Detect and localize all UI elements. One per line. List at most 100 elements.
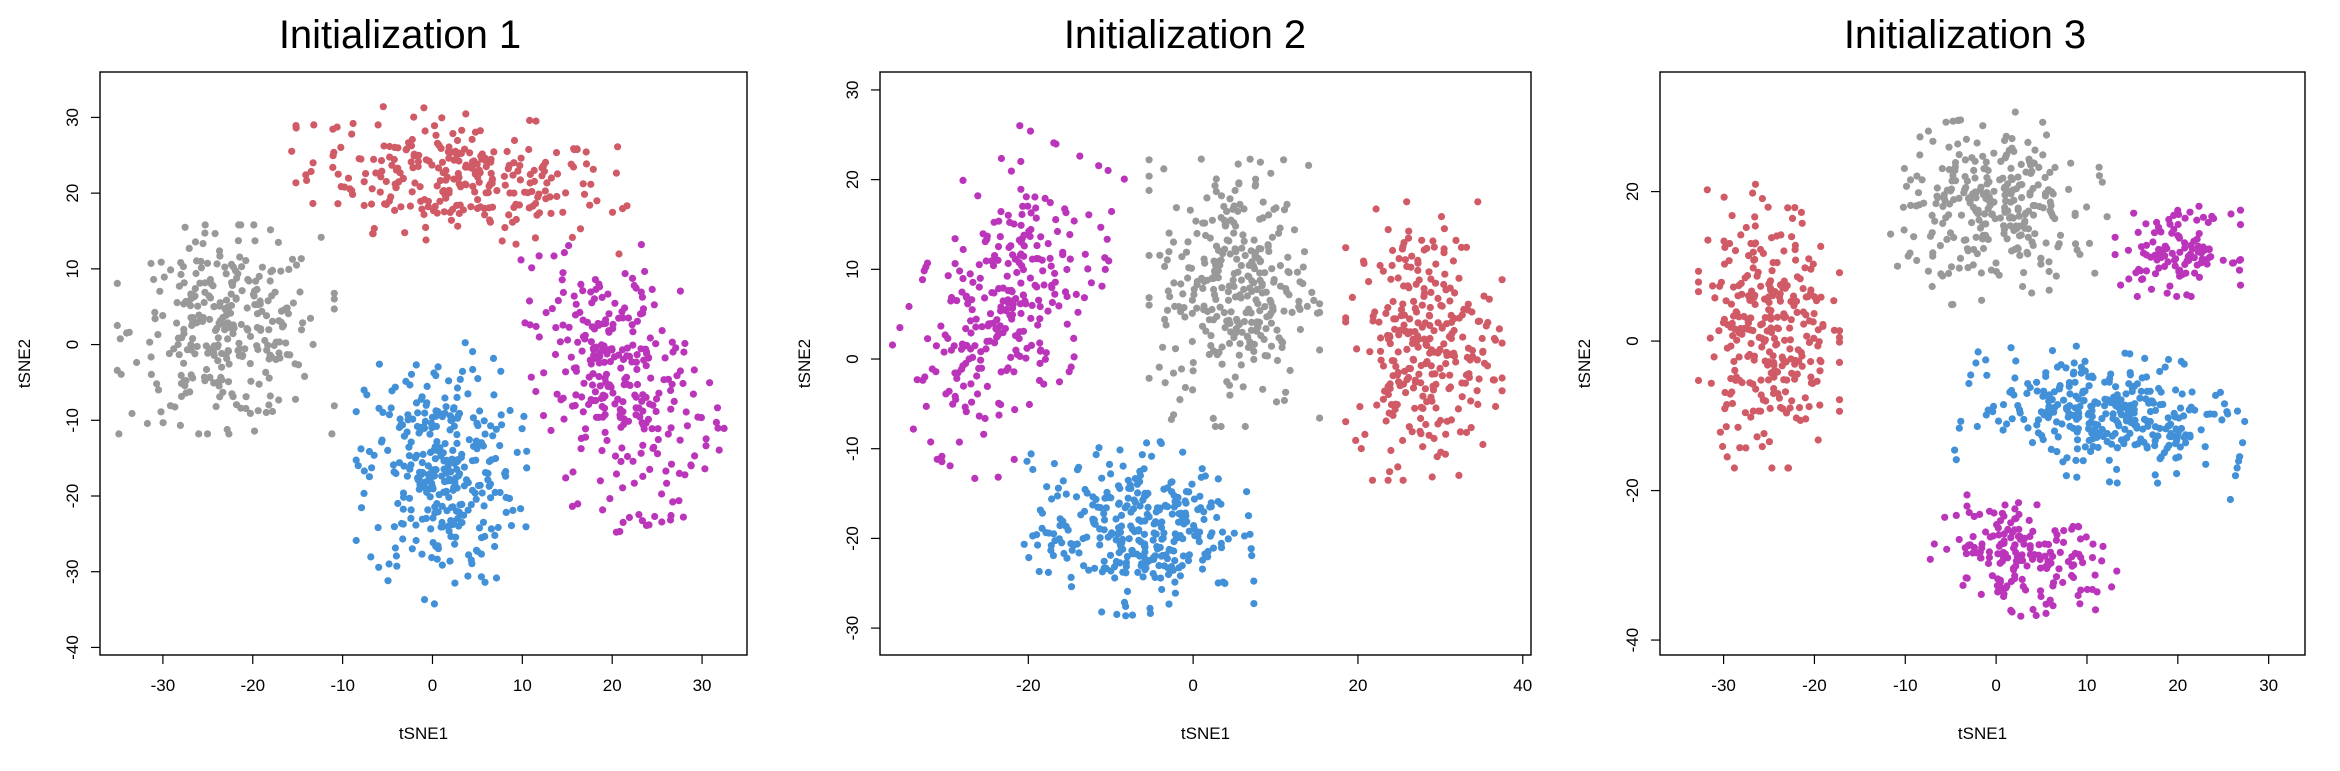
data-point-gray	[153, 380, 161, 388]
data-point-red	[1446, 383, 1455, 391]
data-point-magenta	[956, 267, 964, 275]
data-point-magenta	[2181, 214, 2189, 222]
data-point-blue	[1053, 492, 1062, 500]
data-point-red	[1729, 283, 1738, 291]
data-point-blue	[2180, 433, 2188, 441]
data-point-gray	[156, 287, 164, 295]
data-point-magenta	[1044, 240, 1052, 248]
data-point-gray	[2015, 212, 2023, 220]
data-point-magenta	[1988, 572, 1996, 580]
data-point-magenta	[720, 424, 728, 432]
data-point-magenta	[617, 423, 625, 431]
data-point-magenta	[949, 400, 957, 408]
data-point-magenta	[577, 280, 585, 288]
data-point-magenta	[601, 411, 609, 419]
data-point-gray	[2045, 267, 2053, 276]
data-point-red	[1804, 293, 1812, 301]
data-point-magenta	[983, 235, 991, 243]
data-point-gray	[1217, 422, 1225, 431]
data-point-gray	[1280, 156, 1288, 164]
data-point-blue	[442, 403, 450, 411]
data-point-red	[1796, 275, 1804, 283]
data-point-magenta	[2151, 251, 2159, 259]
data-point-gray	[1145, 172, 1153, 180]
data-point-blue	[1180, 520, 1188, 528]
data-point-red	[541, 187, 549, 195]
data-point-gray	[243, 304, 251, 312]
data-point-red	[1411, 404, 1419, 412]
data-point-blue	[438, 472, 446, 480]
data-point-red	[288, 147, 296, 155]
data-point-magenta	[558, 276, 566, 284]
data-point-gray	[1217, 192, 1226, 200]
data-point-gray	[1246, 284, 1254, 292]
data-point-gray	[2024, 250, 2032, 258]
data-point-blue	[407, 461, 415, 469]
data-point-blue	[460, 463, 468, 471]
data-point-magenta	[690, 366, 698, 374]
data-point-blue	[1128, 525, 1136, 533]
data-point-red	[344, 174, 353, 182]
data-point-red	[386, 142, 394, 151]
data-point-gray	[1192, 217, 1200, 225]
data-point-blue	[468, 457, 477, 465]
data-point-blue	[2125, 414, 2133, 422]
data-point-blue	[424, 506, 432, 514]
data-point-blue	[1149, 536, 1157, 544]
data-point-blue	[1143, 439, 1151, 447]
data-point-gray	[222, 270, 230, 278]
data-point-red	[1737, 231, 1745, 239]
data-point-red	[1426, 312, 1434, 320]
data-point-blue	[1155, 562, 1163, 570]
data-point-blue	[1105, 460, 1114, 468]
data-point-blue	[2112, 383, 2120, 391]
data-point-gray	[1253, 285, 1261, 294]
data-point-magenta	[525, 297, 534, 305]
data-point-gray	[1145, 251, 1153, 260]
data-point-gray	[1226, 319, 1234, 327]
data-point-red	[1725, 257, 1733, 265]
data-point-blue	[2033, 387, 2041, 395]
data-point-gray	[1980, 210, 1989, 218]
data-point-blue	[2087, 447, 2095, 456]
data-point-gray	[2003, 151, 2011, 159]
data-point-magenta	[568, 402, 577, 410]
data-point-magenta	[996, 233, 1004, 241]
data-point-gray	[1161, 379, 1169, 387]
data-point-gray	[214, 334, 222, 342]
data-point-red	[1780, 376, 1788, 384]
data-point-red	[470, 157, 478, 165]
data-point-red	[382, 200, 390, 209]
data-point-blue	[513, 448, 521, 456]
data-point-red	[469, 182, 477, 190]
data-point-gray	[1240, 237, 1248, 245]
data-point-blue	[461, 339, 469, 347]
scatter-points	[113, 103, 728, 608]
data-point-blue	[2159, 400, 2167, 408]
data-point-gray	[147, 259, 155, 268]
data-point-magenta	[2076, 535, 2085, 543]
data-point-blue	[395, 459, 403, 467]
data-point-red	[1746, 379, 1754, 387]
data-point-blue	[2133, 380, 2141, 388]
data-point-magenta	[927, 438, 935, 446]
data-point-gray	[1946, 229, 1955, 237]
data-point-gray	[1170, 411, 1178, 419]
data-point-blue	[487, 525, 495, 533]
data-point-red	[1382, 417, 1390, 425]
data-point-gray	[1293, 268, 1302, 276]
data-point-red	[1359, 257, 1368, 265]
data-point-blue	[1128, 611, 1137, 619]
data-point-gray	[1201, 259, 1209, 267]
data-point-gray	[1188, 296, 1196, 304]
data-point-red	[424, 197, 432, 205]
data-point-blue	[375, 563, 383, 571]
data-point-blue	[2069, 411, 2077, 419]
data-point-red	[367, 200, 376, 208]
x-tick-label: -20	[240, 676, 265, 695]
data-point-blue	[487, 422, 495, 430]
data-point-red	[1816, 401, 1824, 409]
data-point-red	[1747, 339, 1755, 348]
data-point-gray	[1230, 202, 1238, 210]
chart-title: Initialization 1	[279, 13, 521, 57]
